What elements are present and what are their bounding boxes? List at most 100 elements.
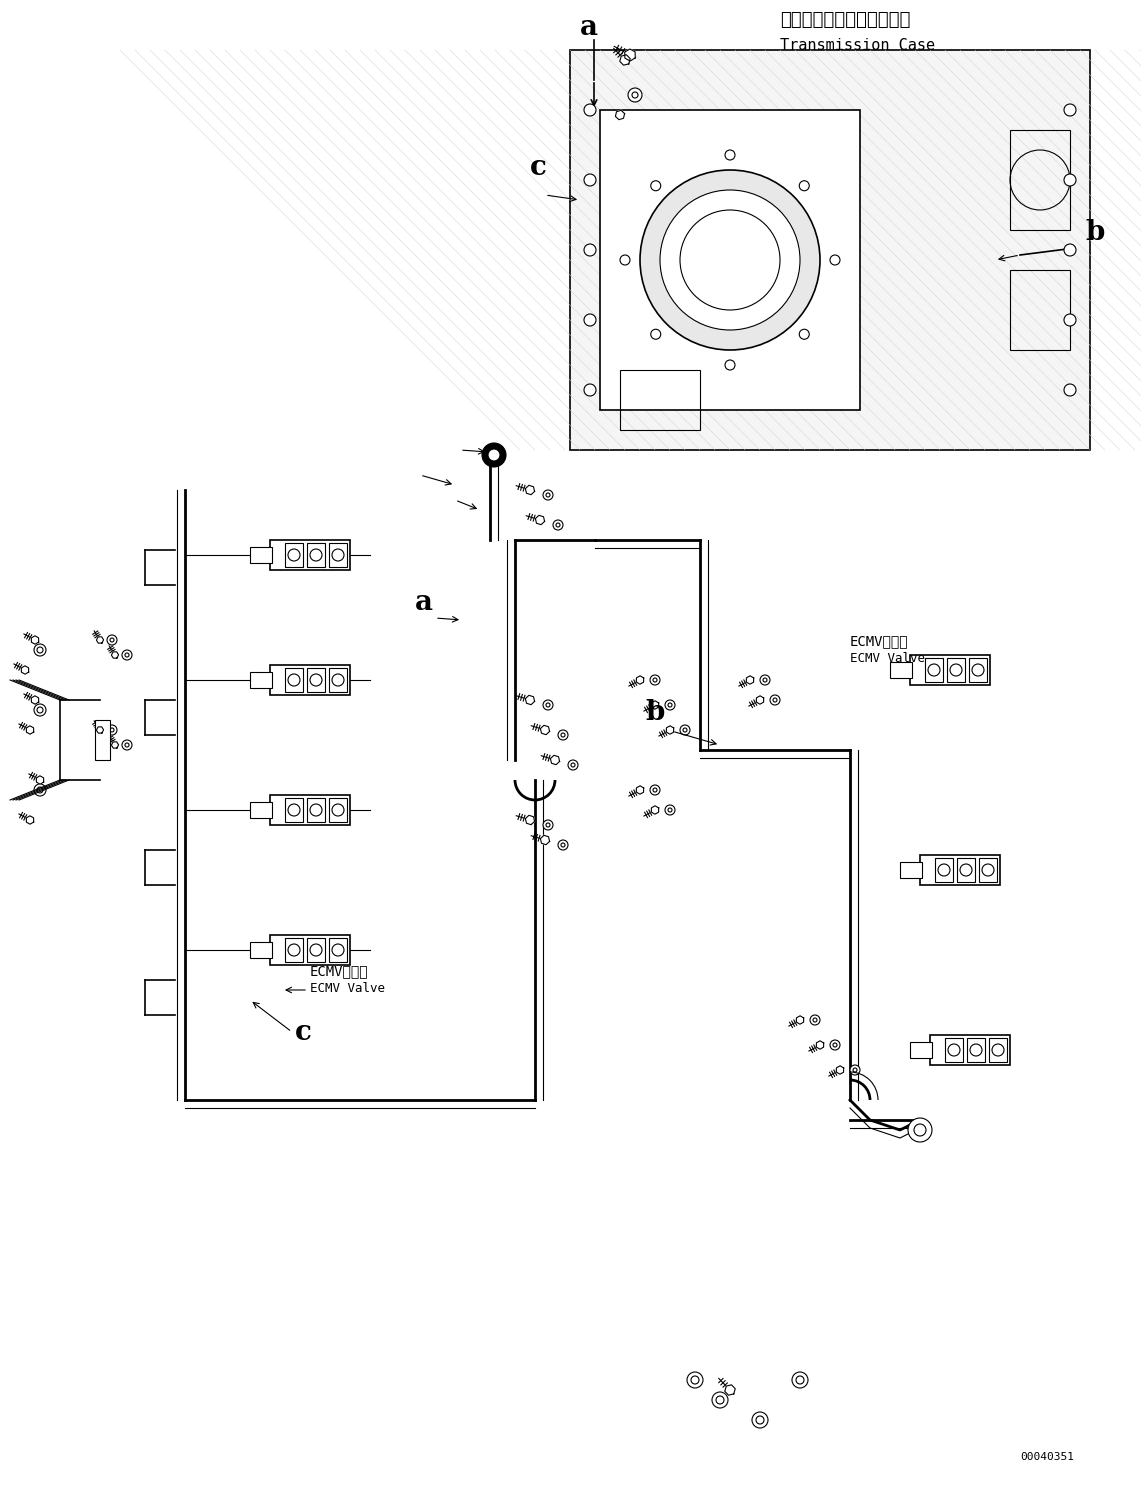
Polygon shape xyxy=(22,665,29,674)
Polygon shape xyxy=(652,701,658,709)
Polygon shape xyxy=(541,725,550,734)
Polygon shape xyxy=(637,676,644,685)
Circle shape xyxy=(547,703,550,707)
Polygon shape xyxy=(535,515,544,525)
Polygon shape xyxy=(725,1385,735,1395)
Text: ECMV Valve: ECMV Valve xyxy=(310,982,385,995)
Bar xyxy=(285,938,304,962)
Circle shape xyxy=(628,88,642,101)
Circle shape xyxy=(1065,313,1076,325)
Circle shape xyxy=(850,1065,860,1076)
Circle shape xyxy=(110,639,114,642)
Circle shape xyxy=(725,151,735,160)
Circle shape xyxy=(488,449,500,461)
Circle shape xyxy=(1065,245,1076,257)
Polygon shape xyxy=(26,725,34,734)
Circle shape xyxy=(683,728,687,733)
Polygon shape xyxy=(816,1041,824,1049)
Circle shape xyxy=(667,809,672,812)
Circle shape xyxy=(772,698,777,703)
Polygon shape xyxy=(525,695,535,704)
Polygon shape xyxy=(615,110,624,119)
Text: ECMVバルブ: ECMVバルブ xyxy=(310,964,369,977)
Text: a: a xyxy=(580,13,598,40)
Circle shape xyxy=(553,521,563,530)
Circle shape xyxy=(34,783,46,797)
Polygon shape xyxy=(525,815,535,825)
Bar xyxy=(307,798,325,822)
Circle shape xyxy=(756,1416,764,1423)
Circle shape xyxy=(680,725,690,736)
Polygon shape xyxy=(37,776,43,785)
Circle shape xyxy=(1065,175,1076,186)
Circle shape xyxy=(543,700,553,710)
Bar xyxy=(285,543,304,567)
Circle shape xyxy=(687,1373,703,1388)
Bar xyxy=(968,1038,985,1062)
Polygon shape xyxy=(796,1016,803,1024)
Polygon shape xyxy=(112,742,119,747)
Circle shape xyxy=(799,181,809,191)
Circle shape xyxy=(122,740,132,750)
Circle shape xyxy=(760,674,770,685)
Bar xyxy=(600,110,860,410)
Bar xyxy=(307,668,325,692)
Circle shape xyxy=(126,653,129,656)
Polygon shape xyxy=(541,836,550,844)
Circle shape xyxy=(543,821,553,830)
Bar xyxy=(329,798,347,822)
Circle shape xyxy=(34,704,46,716)
Text: c: c xyxy=(296,1019,311,1046)
Polygon shape xyxy=(26,816,34,824)
Polygon shape xyxy=(836,1065,843,1074)
Polygon shape xyxy=(620,55,630,66)
Bar xyxy=(270,935,350,965)
Circle shape xyxy=(122,651,132,659)
Bar xyxy=(1010,130,1070,230)
Circle shape xyxy=(37,707,43,713)
Circle shape xyxy=(799,330,809,339)
Circle shape xyxy=(830,255,840,266)
Bar xyxy=(250,941,272,958)
Circle shape xyxy=(547,824,550,827)
Bar xyxy=(969,658,987,682)
Bar xyxy=(911,1041,932,1058)
Polygon shape xyxy=(31,636,39,645)
Circle shape xyxy=(650,674,659,685)
Circle shape xyxy=(752,1411,768,1428)
Circle shape xyxy=(833,1043,837,1047)
Circle shape xyxy=(691,1376,699,1385)
Circle shape xyxy=(556,524,560,527)
Circle shape xyxy=(126,743,129,747)
Text: ECMVバルブ: ECMVバルブ xyxy=(850,634,908,648)
Polygon shape xyxy=(96,637,104,643)
Polygon shape xyxy=(112,652,119,658)
Circle shape xyxy=(665,806,675,815)
Circle shape xyxy=(568,759,578,770)
Bar xyxy=(911,655,990,685)
Circle shape xyxy=(653,677,657,682)
Polygon shape xyxy=(550,755,559,765)
Circle shape xyxy=(561,843,565,847)
Polygon shape xyxy=(637,786,644,794)
Circle shape xyxy=(584,245,596,257)
Circle shape xyxy=(620,255,630,266)
Circle shape xyxy=(763,677,767,682)
Text: b: b xyxy=(645,698,664,727)
Circle shape xyxy=(717,1397,725,1404)
Bar xyxy=(270,665,350,695)
Text: トランスミッションケース: トランスミッションケース xyxy=(780,10,911,28)
Bar xyxy=(945,1038,963,1062)
Text: 00040351: 00040351 xyxy=(1020,1452,1074,1462)
Circle shape xyxy=(667,703,672,707)
Circle shape xyxy=(659,189,800,330)
Bar xyxy=(250,548,272,562)
Bar xyxy=(989,1038,1008,1062)
Bar xyxy=(285,668,304,692)
Circle shape xyxy=(653,788,657,792)
Circle shape xyxy=(547,492,550,497)
Bar xyxy=(329,543,347,567)
Bar xyxy=(900,862,922,877)
Bar xyxy=(307,938,325,962)
Polygon shape xyxy=(31,695,39,704)
